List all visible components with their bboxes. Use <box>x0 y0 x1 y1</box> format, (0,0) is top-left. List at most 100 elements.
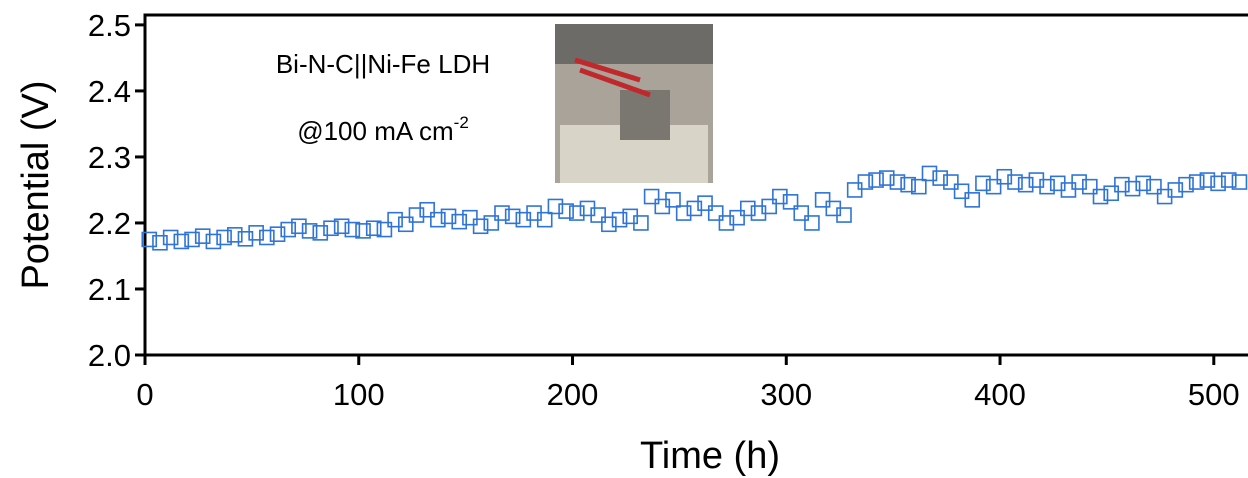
data-point <box>718 215 735 231</box>
data-point <box>633 215 649 231</box>
data-point <box>772 188 788 205</box>
data-point <box>397 216 414 233</box>
inset-photo <box>555 24 713 183</box>
data-point <box>975 175 991 192</box>
annotation-text: @100 mA cm <box>297 116 453 146</box>
data-point <box>323 220 339 237</box>
data-point <box>248 225 264 241</box>
data-point <box>194 228 211 244</box>
data-point <box>494 205 510 221</box>
annotation: @100 mA cm-2 <box>297 113 469 146</box>
data-point <box>376 221 393 238</box>
data-point <box>782 194 799 210</box>
data-point <box>921 165 938 182</box>
photo-top <box>555 24 713 64</box>
data-point <box>462 209 478 226</box>
y-tick-label: 2.1 <box>88 272 131 307</box>
data-point <box>1220 172 1237 188</box>
data-point <box>761 198 777 215</box>
data-point <box>387 211 403 228</box>
data-point <box>985 178 1002 195</box>
data-point <box>280 221 297 238</box>
data-point <box>1210 175 1226 192</box>
annotation-superscript: -2 <box>454 113 469 132</box>
data-point <box>344 221 361 238</box>
data-point <box>451 213 468 230</box>
x-tick-label: 500 <box>1188 377 1240 412</box>
data-point <box>226 227 243 243</box>
data-point <box>846 182 863 198</box>
data-point <box>291 218 307 235</box>
data-point <box>312 225 329 241</box>
data-point <box>1135 175 1152 192</box>
data-point <box>1178 176 1194 193</box>
data-point <box>1124 180 1141 197</box>
data-point <box>686 200 703 217</box>
data-point <box>697 195 713 211</box>
data-point <box>814 192 831 208</box>
data-point <box>707 205 724 221</box>
y-tick-label: 2.2 <box>88 206 131 241</box>
data-point <box>889 174 906 190</box>
y-axis-title: Potential (V) <box>15 80 57 289</box>
data-point <box>804 215 820 231</box>
x-tick-label: 300 <box>760 377 812 412</box>
data-point <box>675 205 692 221</box>
data-point <box>611 211 628 228</box>
data-point <box>1017 176 1034 193</box>
data-point <box>1007 174 1023 190</box>
data-point <box>1039 178 1055 195</box>
data-point <box>472 218 489 235</box>
data-point <box>601 216 617 233</box>
data-point <box>430 211 446 228</box>
data-point <box>857 174 874 190</box>
data-point <box>141 231 158 248</box>
x-tick-label: 0 <box>136 377 153 412</box>
data-point <box>1231 174 1248 190</box>
annotation: Bi-N-C||Ni-Fe LDH <box>276 49 490 79</box>
data-point <box>440 208 457 225</box>
data-point <box>900 176 916 193</box>
data-point <box>365 220 382 237</box>
data-point <box>568 205 585 221</box>
data-point <box>547 198 564 215</box>
data-point <box>643 188 660 205</box>
data-point <box>665 192 681 208</box>
x-tick-label: 200 <box>547 377 599 412</box>
data-point <box>1103 185 1119 202</box>
data-point <box>419 201 435 218</box>
data-point <box>1082 178 1098 195</box>
data-point <box>483 215 500 231</box>
data-point <box>1071 174 1087 190</box>
y-tick-label: 2.0 <box>88 338 131 373</box>
data-point <box>355 223 371 239</box>
data-point <box>152 234 168 251</box>
data-point <box>536 211 553 228</box>
data-point <box>1060 182 1077 198</box>
y-tick-label: 2.3 <box>88 140 131 175</box>
data-point <box>740 200 756 217</box>
data-point <box>943 174 959 190</box>
data-point <box>590 207 606 223</box>
x-axis-title: Time (h) <box>640 435 780 477</box>
x-tick-label: 400 <box>974 377 1026 412</box>
data-point <box>1199 172 1216 188</box>
data-point <box>408 207 425 223</box>
data-point <box>173 233 190 250</box>
data-point <box>1092 188 1109 205</box>
data-point <box>269 226 286 242</box>
data-point <box>964 192 981 208</box>
photo-clips <box>574 57 651 98</box>
data-point <box>237 231 254 247</box>
data-point <box>793 205 810 221</box>
data-point <box>162 229 179 246</box>
data-point <box>953 183 970 200</box>
data-point <box>558 203 574 219</box>
data-point <box>184 231 200 248</box>
data-point <box>333 218 350 235</box>
x-tick-label: 100 <box>333 377 385 412</box>
data-point <box>216 229 232 246</box>
data-point <box>1188 174 1205 190</box>
data-point <box>911 178 927 195</box>
